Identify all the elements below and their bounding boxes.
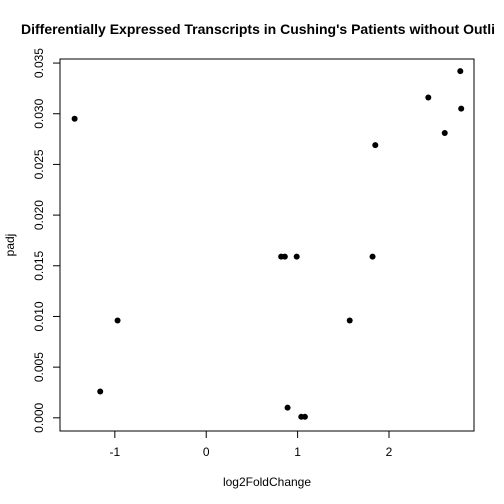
data-point [425, 94, 432, 101]
y-tick-label: 0.035 [32, 48, 46, 78]
x-tick-label: 2 [386, 445, 393, 459]
data-point [457, 68, 464, 75]
data-points [71, 68, 465, 420]
data-point [301, 413, 308, 420]
data-point [114, 317, 121, 324]
x-tick-label: 1 [294, 445, 301, 459]
data-point [346, 317, 353, 324]
data-point [372, 142, 379, 149]
y-tick-label: 0.030 [32, 98, 46, 128]
data-point [97, 388, 104, 395]
plot-frame [59, 58, 475, 432]
data-point [71, 115, 78, 122]
data-point [281, 253, 288, 260]
data-point [284, 404, 291, 411]
y-tick-label: 0.025 [32, 149, 46, 179]
y-tick-label: 0.020 [32, 200, 46, 230]
y-tick-label: 0.005 [32, 352, 46, 382]
x-axis: -1 0 1 2 [109, 431, 393, 459]
y-axis: 0.000 0.005 0.010 0.015 0.020 0.025 0.030 0.035 [32, 48, 60, 433]
data-point [293, 253, 300, 260]
x-tick-label: -1 [109, 445, 120, 459]
x-axis-label: log2FoldChange [223, 475, 311, 489]
chart-title: Differentially Expressed Transcripts in … [21, 21, 495, 37]
data-point [441, 129, 448, 136]
y-axis-label: padj [3, 234, 17, 257]
y-tick-label: 0.015 [32, 250, 46, 280]
x-tick-label: 0 [203, 445, 210, 459]
y-tick-label: 0.010 [32, 301, 46, 331]
data-point [458, 105, 465, 112]
y-tick-label: 0.000 [32, 402, 46, 432]
data-point [369, 253, 376, 260]
